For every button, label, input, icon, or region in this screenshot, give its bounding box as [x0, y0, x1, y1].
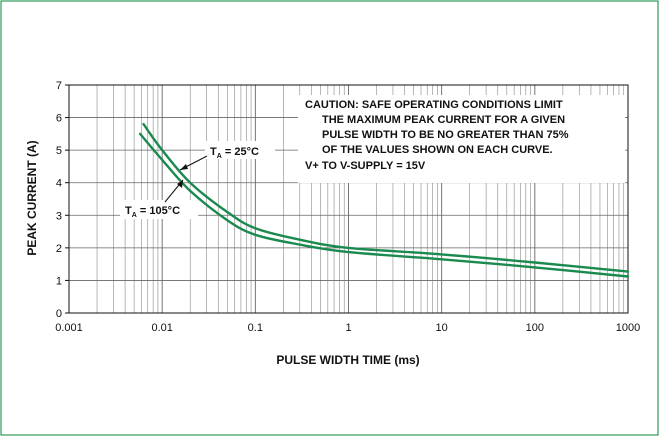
arrowhead-25c [180, 164, 188, 170]
label-105c-background [120, 200, 198, 219]
series-line-25c [142, 122, 630, 273]
tick-labels: 0.001 0.01 0.1 1 10 100 1000 0 1 2 3 4 5 6 7 [55, 80, 640, 334]
grid [65, 84, 629, 314]
y-tick-label: 7 [56, 80, 62, 92]
y-tick-label: 5 [56, 145, 62, 157]
y-tick-label: 2 [56, 243, 62, 255]
annotation-line-2: THE MAXIMUM PEAK CURRENT FOR A GIVEN [322, 114, 565, 126]
series-label-25c: TA = 25°C [210, 146, 259, 160]
curves [138, 122, 630, 278]
y-tick-label: 6 [56, 113, 62, 125]
x-tick-label: 1000 [616, 322, 640, 334]
y-tick-label: 4 [56, 178, 62, 190]
x-tick-label: 100 [526, 322, 544, 334]
series-label-105c: TA = 105°C [125, 205, 180, 219]
arrowhead-105c [177, 180, 183, 188]
x-axis-title: PULSE WIDTH TIME (ms) [276, 353, 419, 367]
y-tick-label: 0 [56, 308, 62, 320]
annotation-background [298, 95, 625, 183]
x-tick-label: 0.01 [151, 322, 172, 334]
x-tick-label: 0.1 [248, 322, 263, 334]
y-axis-title: PEAK CURRENT (A) [25, 140, 39, 255]
annotation-line-4: OF THE VALUES SHOWN ON EACH CURVE. [322, 144, 553, 156]
annotation-line-5: V+ TO V-SUPPLY = 15V [305, 160, 426, 172]
x-tick-label: 1 [345, 322, 351, 334]
x-tick-label: 10 [436, 322, 448, 334]
y-tick-label: 1 [56, 275, 62, 287]
series-line-105c [138, 132, 630, 278]
label-25c-background [205, 141, 275, 159]
x-tick-label: 0.001 [55, 322, 83, 334]
annotation-line-1: CAUTION: SAFE OPERATING CONDITIONS LIMIT [305, 99, 563, 111]
annotation-line-3: PULSE WIDTH TO BE NO GREATER THAN 75% [322, 129, 569, 141]
plot-area [68, 84, 629, 314]
y-tick-label: 3 [56, 210, 62, 222]
